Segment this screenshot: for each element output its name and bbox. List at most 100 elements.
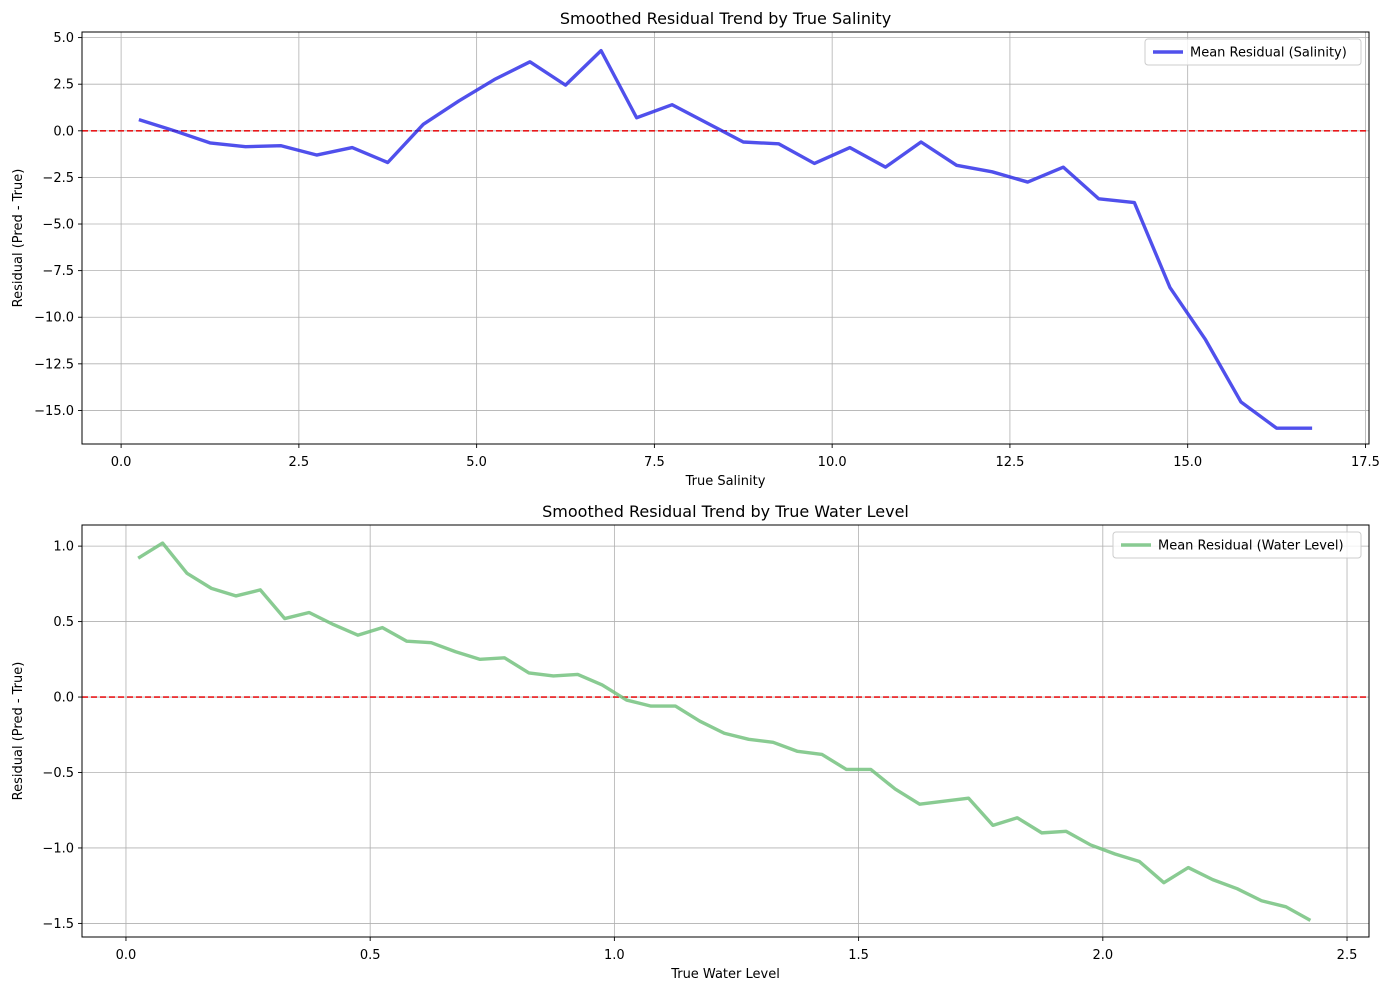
data-point: [674, 704, 677, 707]
legend: Mean Residual (Salinity): [1144, 38, 1362, 66]
data-point: [1040, 831, 1043, 834]
x-tick-label: 17.5: [1351, 455, 1380, 470]
data-point: [869, 768, 872, 771]
y-tick-label: −1.5: [42, 917, 74, 932]
data-point: [1310, 426, 1313, 429]
data-point: [1260, 899, 1263, 902]
data-point: [635, 116, 638, 119]
data-point: [1284, 905, 1287, 908]
data-point: [1309, 919, 1312, 922]
legend-label: Mean Residual (Water Level): [1158, 539, 1344, 554]
legend: Mean Residual (Water Level): [1112, 531, 1362, 559]
data-point: [185, 572, 188, 575]
data-point: [527, 671, 530, 674]
y-tick-label: −0.5: [42, 766, 74, 781]
x-tick-label: 7.5: [644, 455, 665, 470]
data-point: [771, 741, 774, 744]
data-point: [1026, 180, 1029, 183]
chart-2: 0.0 0.5 1.0 1.5 2.0 2.5 1.0 0.5 0.0 −0.5 −1.0 −1.5 S…: [11, 502, 1370, 982]
chart-title: Smoothed Residual Trend by True Water Le…: [542, 502, 909, 521]
data-point: [136, 557, 139, 560]
data-point: [422, 123, 425, 126]
y-tick-label: 0.0: [53, 691, 74, 706]
data-point: [649, 704, 652, 707]
data-point: [845, 768, 848, 771]
data-point: [813, 162, 816, 165]
data-point: [137, 118, 140, 121]
data-point: [955, 164, 958, 167]
data-point: [942, 799, 945, 802]
data-point: [259, 588, 262, 591]
data-point: [884, 165, 887, 168]
x-tick-label: 5.0: [466, 455, 487, 470]
data-point: [918, 802, 921, 805]
data-point: [173, 129, 176, 132]
series-line: [138, 48, 1313, 430]
y-tick-label: −2.5: [42, 171, 74, 186]
data-point: [564, 83, 567, 86]
y-tick-label: −12.5: [34, 357, 74, 372]
data-point: [919, 140, 922, 143]
data-point: [1133, 201, 1136, 204]
data-point: [356, 633, 359, 636]
y-tick-label: −7.5: [42, 264, 74, 279]
x-tick-label: 1.5: [848, 948, 869, 963]
y-axis-label: Residual (Pred - True): [11, 662, 26, 801]
x-tick-label: 2.0: [1092, 948, 1113, 963]
x-axis-label: True Water Level: [670, 967, 780, 982]
data-point: [747, 738, 750, 741]
x-tick-label: 2.5: [289, 455, 310, 470]
data-point: [1064, 830, 1067, 833]
legend-label: Mean Residual (Salinity): [1190, 46, 1347, 61]
y-axis-label: Residual (Pred - True): [11, 169, 26, 308]
y-tick-label: −1.0: [42, 841, 74, 856]
data-point: [1113, 852, 1116, 855]
data-point: [777, 142, 780, 145]
data-point: [386, 161, 389, 164]
y-tick-label: 0.5: [53, 615, 74, 630]
series-line: [137, 541, 1312, 922]
y-tick-label: 2.5: [53, 78, 74, 93]
data-point: [234, 594, 237, 597]
y-tick-label: 1.0: [53, 540, 74, 555]
x-tick-label: 0.0: [111, 455, 132, 470]
x-tick-label: 0.0: [116, 948, 137, 963]
x-tick-label: 12.5: [995, 455, 1024, 470]
data-point: [576, 673, 579, 676]
data-point: [1204, 338, 1207, 341]
data-point: [1239, 400, 1242, 403]
data-point: [493, 78, 496, 81]
data-point: [698, 719, 701, 722]
data-point: [1211, 878, 1214, 881]
x-tick-label: 15.0: [1173, 455, 1202, 470]
data-point: [478, 658, 481, 661]
axes-frame: [81, 31, 1370, 445]
y-tick-label: −15.0: [34, 404, 74, 419]
data-point: [1168, 286, 1171, 289]
legend-box: [1144, 38, 1362, 66]
data-point: [848, 146, 851, 149]
data-point: [1089, 843, 1092, 846]
data-point: [350, 146, 353, 149]
data-point: [894, 787, 897, 790]
data-point: [244, 145, 247, 148]
data-point: [1162, 881, 1165, 884]
chart-title: Smoothed Residual Trend by True Salinity: [560, 9, 891, 28]
data-point: [528, 60, 531, 63]
data-point: [381, 626, 384, 629]
data-point: [332, 623, 335, 626]
data-point: [990, 170, 993, 173]
data-point: [283, 617, 286, 620]
data-point: [723, 732, 726, 735]
data-point: [454, 650, 457, 653]
data-point: [552, 674, 555, 677]
y-tick-label: −5.0: [42, 218, 74, 233]
data-point: [967, 796, 970, 799]
data-point: [1097, 197, 1100, 200]
data-point: [503, 656, 506, 659]
y-tick-label: −10.0: [34, 311, 74, 326]
data-point: [1062, 165, 1065, 168]
data-point: [599, 49, 602, 52]
data-point: [600, 683, 603, 686]
